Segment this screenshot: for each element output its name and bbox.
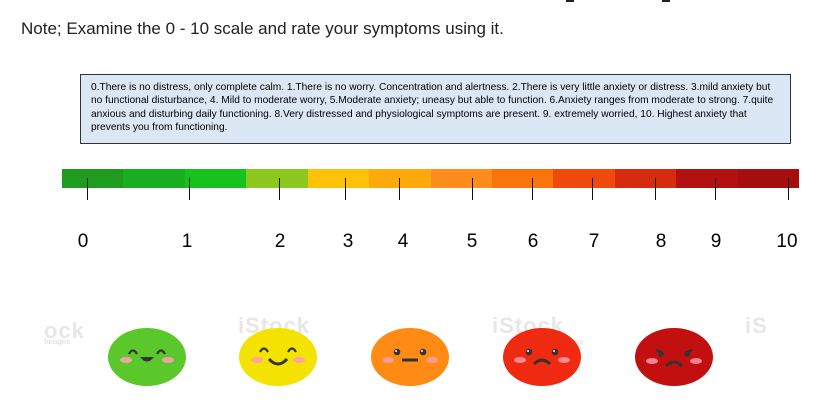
scale-number-label: 7: [588, 231, 600, 252]
happy-yellow-face-icon: [238, 327, 318, 387]
scale-segment: [430, 169, 492, 188]
sad-red-face-icon: [502, 327, 582, 387]
rating-color-scale: [62, 169, 800, 188]
happy-green-face-icon: [107, 327, 187, 387]
neutral-orange-face-icon: [370, 327, 450, 387]
scale-segment: [737, 169, 800, 188]
scale-number-label: 9: [710, 231, 722, 252]
scale-number-label: 4: [397, 231, 409, 252]
watermark-logo: ock: [44, 318, 85, 343]
scale-tick: [655, 178, 656, 200]
scale-number-label: 1: [181, 231, 193, 252]
scale-segment: [307, 169, 370, 188]
scale-tick: [345, 178, 346, 200]
scale-tick: [399, 178, 400, 200]
scale-tick: [279, 178, 280, 200]
scale-segment: [62, 169, 124, 188]
scale-number-label: 8: [655, 231, 667, 252]
scale-number-label: 0: [77, 231, 89, 252]
sad-darkred-face-icon: [634, 327, 714, 387]
top-edge-fragment: [0, 0, 840, 3]
scale-number-label: 10: [776, 231, 798, 252]
scale-tick: [715, 178, 716, 200]
scale-number-label: 2: [274, 231, 286, 252]
scale-segment: [184, 169, 247, 188]
scale-legend-box: 0.There is no distress, only complete ca…: [80, 74, 791, 144]
scale-tick: [472, 178, 473, 200]
scale-segment: [246, 169, 308, 188]
scale-tick: [87, 178, 88, 200]
scale-segment: [614, 169, 677, 188]
instruction-note: Note; Examine the 0 - 10 scale and rate …: [21, 19, 504, 38]
scale-number-label: 3: [342, 231, 354, 252]
scale-segment: [491, 169, 554, 188]
scale-tick: [532, 178, 533, 200]
watermark-credit: Images: [44, 337, 71, 346]
scale-legend-text: 0.There is no distress, only complete ca…: [91, 82, 774, 133]
watermark-logo: iS: [745, 313, 768, 338]
scale-number-label: 6: [527, 231, 539, 252]
scale-tick: [592, 178, 593, 200]
scale-segment: [123, 169, 185, 188]
scale-number-label: 5: [466, 231, 478, 252]
scale-segment: [676, 169, 738, 188]
scale-segment: [553, 169, 615, 188]
scale-tick: [788, 178, 789, 200]
scale-tick: [189, 178, 190, 200]
